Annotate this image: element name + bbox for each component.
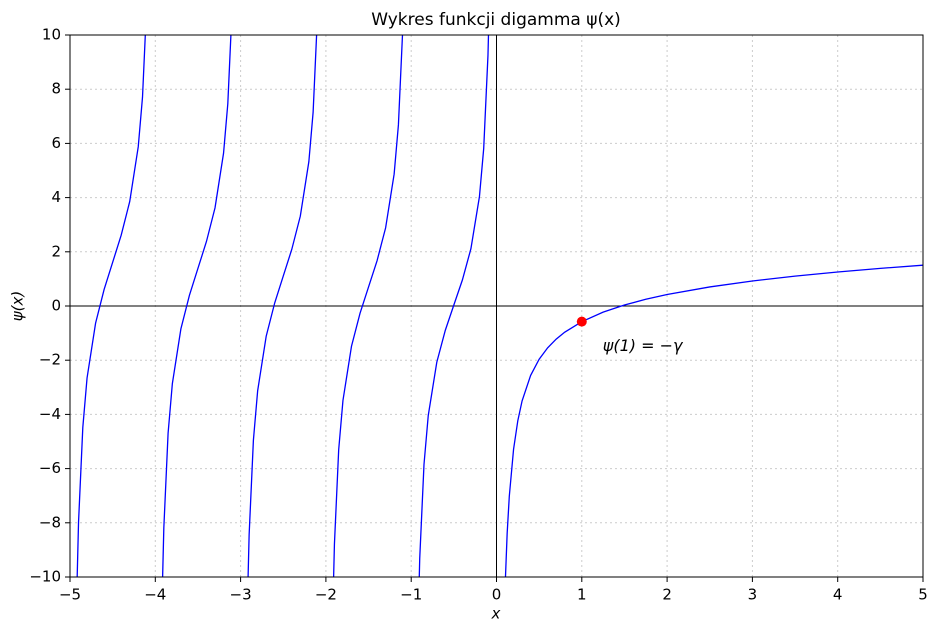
highlight-point [576, 316, 587, 327]
chart-title: Wykres funkcji digamma ψ(x) [371, 10, 621, 30]
x-tick-label: 4 [833, 586, 843, 604]
y-tick-label: −4 [39, 405, 61, 423]
y-tick-label: 8 [51, 80, 61, 98]
x-tick-label: −4 [144, 586, 166, 604]
x-tick-label: 3 [748, 586, 758, 604]
plot-area [76, 35, 923, 577]
x-tick-label: 1 [577, 586, 587, 604]
x-tick-label: −3 [230, 586, 252, 604]
x-tick-label: −5 [59, 586, 81, 604]
y-tick-label: 4 [51, 188, 61, 206]
y-tick-label: −8 [39, 513, 61, 531]
x-tick-label: −1 [400, 586, 422, 604]
digamma-curve [76, 35, 923, 577]
y-tick-label: −6 [39, 459, 61, 477]
y-tick-label: −10 [29, 568, 61, 586]
x-tick-label: 2 [662, 586, 672, 604]
x-axis-label: x [491, 605, 501, 623]
plot-frame [69, 34, 924, 578]
y-axis-label: ψ(x) [9, 291, 27, 321]
y-tick-label: 10 [42, 26, 61, 44]
y-tick-label: 2 [51, 242, 61, 260]
x-tick-label: −2 [315, 586, 337, 604]
annotation: ψ(1) = −γ [603, 336, 684, 355]
y-tick-label: 0 [51, 297, 61, 315]
y-tick-label: 6 [51, 134, 61, 152]
x-tick-label: 0 [492, 586, 502, 604]
y-tick-label: −2 [39, 351, 61, 369]
x-tick-label: 5 [918, 586, 928, 604]
